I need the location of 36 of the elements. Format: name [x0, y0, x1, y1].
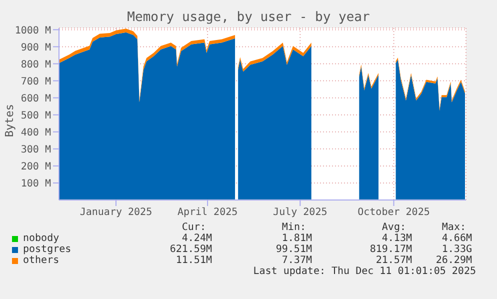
text: 4.24M	[180, 233, 212, 244]
text: 4.13M	[380, 233, 412, 244]
text: 1.81M	[280, 233, 312, 244]
y-tick-label: 900 M	[20, 42, 51, 54]
text: Last update: Thu Dec 11 01:01:05 2025	[252, 266, 477, 277]
y-tick-label: 700 M	[20, 76, 51, 88]
text: 26.29M	[434, 255, 472, 266]
text: Avg:	[380, 222, 407, 233]
y-tick-label: 500 M	[20, 110, 51, 122]
text: 819.17M	[368, 244, 412, 255]
text: 1.33G	[440, 244, 472, 255]
text: 621.59M	[168, 244, 212, 255]
legend-label: postgres	[23, 244, 72, 255]
legend-label: others	[23, 255, 60, 266]
text: 4.66M	[440, 233, 472, 244]
y-tick-label: 1000 M	[14, 25, 51, 36]
text: 7.37M	[280, 255, 312, 266]
legend-label: nobody	[23, 233, 60, 244]
text: 99.51M	[274, 244, 312, 255]
y-tick-label: 600 M	[20, 93, 51, 104]
y-tick-label: 400 M	[20, 127, 51, 138]
text: Min:	[280, 222, 307, 233]
y-axis-title: Bytes	[4, 103, 16, 137]
y-tick-label: 200 M	[20, 161, 51, 172]
chart-title: Memory usage, by user - by year	[126, 9, 371, 26]
text: 21.57M	[374, 255, 412, 266]
text: Cur:	[180, 222, 207, 233]
x-tick-label: October 2025	[358, 207, 430, 218]
x-tick-label: April 2025	[177, 207, 238, 218]
y-tick-label: 300 M	[20, 144, 51, 156]
y-tick-label: 800 M	[20, 59, 51, 70]
text: Max:	[440, 222, 467, 233]
y-tick-label: 100 M	[20, 178, 51, 190]
x-tick-label: July 2025	[273, 207, 328, 218]
text: 11.51M	[174, 255, 212, 266]
x-tick-label: January 2025	[80, 207, 152, 218]
